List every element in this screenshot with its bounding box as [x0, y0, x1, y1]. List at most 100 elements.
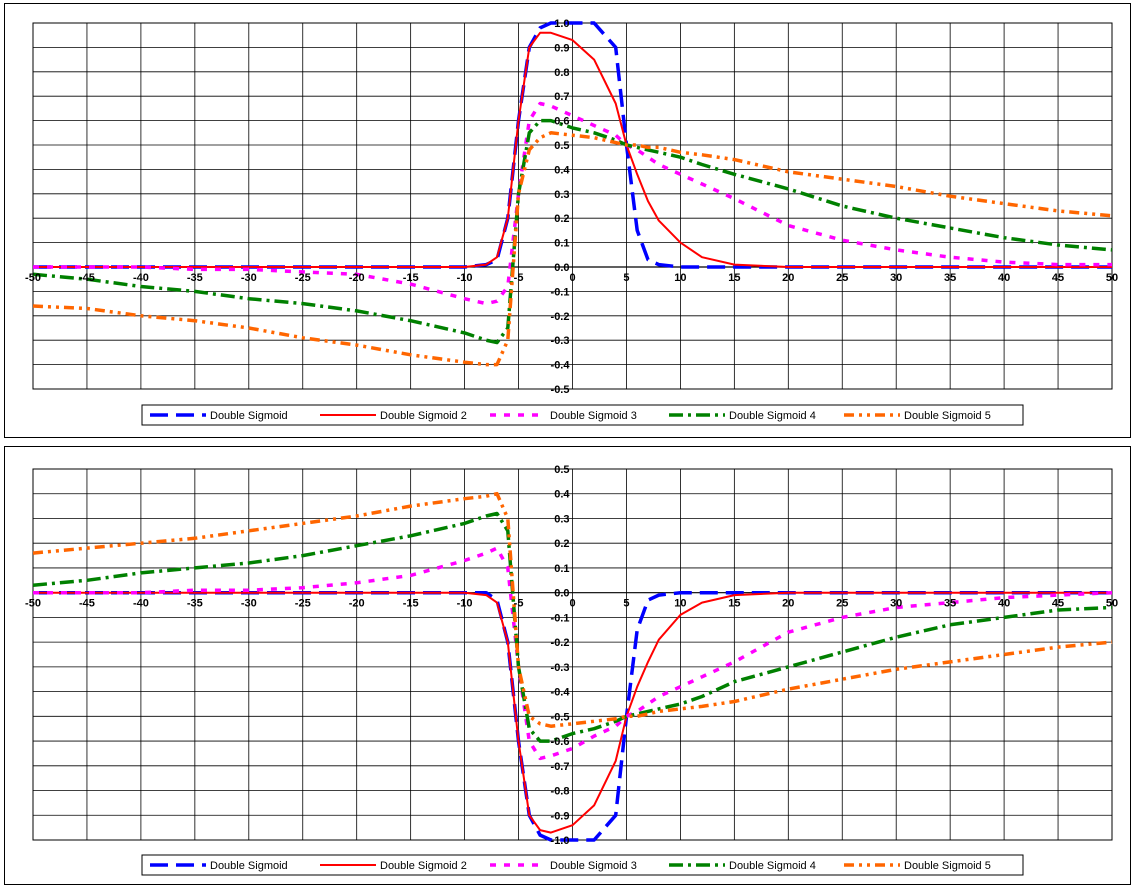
chart-bottom-x-tick-label: 20	[782, 598, 794, 610]
chart-top-legend-label-4: Double Sigmoid 4	[729, 410, 816, 422]
chart-bottom-legend-label-5: Double Sigmoid 5	[904, 860, 991, 872]
chart-bottom-series-2-line	[33, 591, 1112, 834]
chart-bottom-x-tick-label: 30	[890, 598, 902, 610]
chart-bottom-x-tick-label: -20	[349, 598, 365, 610]
chart-top-x-tick-label: -25	[295, 272, 311, 284]
chart-top-legend-label-5: Double Sigmoid 5	[904, 410, 991, 422]
chart-bottom-legend-label-3: Double Sigmoid 3	[550, 860, 637, 872]
chart-bottom-y-tick-label: 0.0	[554, 588, 569, 600]
chart-bottom-y-tick-label: -0.1	[551, 612, 570, 624]
chart-bottom: -50 -45 -40 -35 -30 -25 -20 -15 -10 -5 0 5 10 15 20 25 3…	[4, 446, 1131, 885]
chart-bottom-y-tick-label: 0.5	[554, 464, 569, 476]
chart-bottom-x-tick-label: 10	[674, 598, 686, 610]
chart-top-x-tick-label: -10	[457, 272, 473, 284]
chart-top-x-tick-label: -50	[25, 272, 41, 284]
chart-bottom-y-tick-label: -0.8	[551, 786, 570, 798]
chart-bottom-y-tick-label: -1.0	[551, 835, 570, 847]
chart-bottom-y-tick-label: 0.1	[554, 563, 569, 575]
chart-top-x-tick-label: -20	[349, 272, 365, 284]
chart-top-x-tick-label: -45	[79, 272, 95, 284]
chart-bottom-series	[32, 491, 1113, 842]
chart-bottom-y-tick-label: -0.3	[551, 662, 570, 674]
chart-bottom-x-tick-label: -30	[241, 598, 257, 610]
chart-bottom-y-tick-label: -0.5	[551, 711, 570, 723]
chart-top-y-tick-label: -0.5	[551, 384, 570, 396]
chart-bottom-grid	[32, 468, 1113, 841]
chart-top-legend-label-1: Double Sigmoid	[210, 410, 288, 422]
chart-top-y-tick-label: 0.1	[554, 238, 569, 250]
chart-bottom-x-tick-label: 50	[1106, 598, 1118, 610]
chart-top-x-tick-label: -15	[403, 272, 419, 284]
chart-top-series-2-line	[33, 31, 1112, 268]
chart-top-series-5-line	[32, 131, 1113, 367]
chart-top-y-tick-label: -0.4	[551, 360, 571, 372]
chart-top-svg: -50 -45 -40 -35 -30 -25 -20 -15 -10 -5 0 5 10 15 20 25 3…	[25, 18, 1118, 426]
chart-top-x-tick-label: 25	[836, 272, 848, 284]
chart-bottom-legend: Double Sigmoid Double Sigmoid 2 Double Sig…	[141, 854, 1024, 876]
chart-bottom-y-tick-label: -0.9	[551, 810, 570, 822]
chart-bottom-x-tick-label: 5	[623, 598, 629, 610]
chart-top-x-tick-label: 15	[728, 272, 740, 284]
chart-bottom-y-tick-label: 0.3	[554, 513, 569, 525]
chart-top-y-tick-label: -0.1	[551, 286, 570, 298]
chart-top-y-tick-label: 0.6	[554, 116, 569, 128]
chart-top-legend-box	[141, 404, 1024, 426]
chart-top-x-tick-label: 30	[890, 272, 902, 284]
chart-top-x-tick-label: 45	[1052, 272, 1064, 284]
chart-bottom-x-tick-label: 0	[569, 598, 575, 610]
chart-top-tick-labels: -50 -45 -40 -35 -30 -25 -20 -15 -10 -5 0 5 10 15 20 25 3…	[25, 18, 1118, 396]
chart-bottom-x-tick-label: -50	[25, 598, 41, 610]
chart-top-y-tick-label: 0.3	[554, 189, 569, 201]
chart-top-y-tick-label: 0.7	[554, 91, 569, 103]
chart-bottom-y-tick-label: -0.6	[551, 736, 570, 748]
chart-bottom-x-tick-label: 45	[1052, 598, 1064, 610]
chart-bottom-y-tick-label: 0.4	[554, 489, 570, 501]
chart-top-series	[32, 21, 1113, 367]
chart-top-y-tick-label: 1.0	[554, 18, 569, 30]
chart-top-y-tick-label: -0.3	[551, 335, 570, 347]
chart-top-x-tick-label: 10	[674, 272, 686, 284]
chart-bottom-tick-labels: -50 -45 -40 -35 -30 -25 -20 -15 -10 -5 0 5 10 15 20 25 3…	[25, 464, 1118, 847]
chart-bottom-x-tick-label: -25	[295, 598, 311, 610]
chart-bottom-legend-label-1: Double Sigmoid	[210, 860, 288, 872]
chart-bottom-x-tick-label: -40	[133, 598, 149, 610]
chart-top-x-tick-label: 40	[998, 272, 1010, 284]
chart-top-grid	[32, 22, 1113, 390]
chart-top-x-tick-label: 0	[569, 272, 575, 284]
chart-bottom-series-5-line	[32, 491, 1113, 728]
chart-bottom-x-tick-label: -35	[187, 598, 203, 610]
chart-top-y-tick-label: 0.9	[554, 42, 569, 54]
chart-bottom-x-tick-label: -5	[514, 598, 524, 610]
chart-top-legend-label-3: Double Sigmoid 3	[550, 410, 637, 422]
chart-top-x-tick-label: -35	[187, 272, 203, 284]
chart-bottom-x-tick-label: 25	[836, 598, 848, 610]
chart-top-x-tick-label: -40	[133, 272, 149, 284]
chart-top-x-tick-label: 20	[782, 272, 794, 284]
chart-bottom-legend-label-4: Double Sigmoid 4	[729, 860, 816, 872]
chart-bottom-y-tick-label: -0.4	[551, 687, 571, 699]
chart-top-y-tick-label: 0.0	[554, 262, 569, 274]
chart-top-series-4-line	[32, 118, 1113, 345]
chart-bottom-y-tick-label: -0.2	[551, 637, 570, 649]
chart-top-y-tick-label: -0.2	[551, 311, 570, 323]
chart-top-x-tick-label: 5	[623, 272, 629, 284]
chart-top-x-tick-label: 50	[1106, 272, 1118, 284]
chart-bottom-x-tick-label: 40	[998, 598, 1010, 610]
chart-top-x-tick-label: 35	[944, 272, 956, 284]
chart-bottom-x-tick-label: -15	[403, 598, 419, 610]
chart-top-y-tick-label: 0.4	[554, 164, 570, 176]
chart-top: -50 -45 -40 -35 -30 -25 -20 -15 -10 -5 0 5 10 15 20 25 3…	[4, 3, 1131, 438]
chart-top-legend: Double Sigmoid Double Sigmoid 2 Double Sig…	[141, 404, 1024, 426]
chart-top-x-tick-label: -5	[514, 272, 524, 284]
chart-bottom-x-tick-label: -10	[457, 598, 473, 610]
chart-bottom-svg: -50 -45 -40 -35 -30 -25 -20 -15 -10 -5 0 5 10 15 20 25 3…	[25, 464, 1118, 876]
chart-bottom-y-tick-label: -0.7	[551, 761, 570, 773]
chart-top-y-tick-label: 0.2	[554, 213, 569, 225]
chart-top-y-tick-label: 0.8	[554, 67, 569, 79]
chart-bottom-x-tick-label: 15	[728, 598, 740, 610]
chart-bottom-legend-label-2: Double Sigmoid 2	[380, 860, 467, 872]
chart-bottom-series-4-line	[32, 511, 1113, 743]
chart-bottom-x-tick-label: -45	[79, 598, 95, 610]
chart-top-x-tick-label: -30	[241, 272, 257, 284]
chart-top-y-tick-label: 0.5	[554, 140, 569, 152]
